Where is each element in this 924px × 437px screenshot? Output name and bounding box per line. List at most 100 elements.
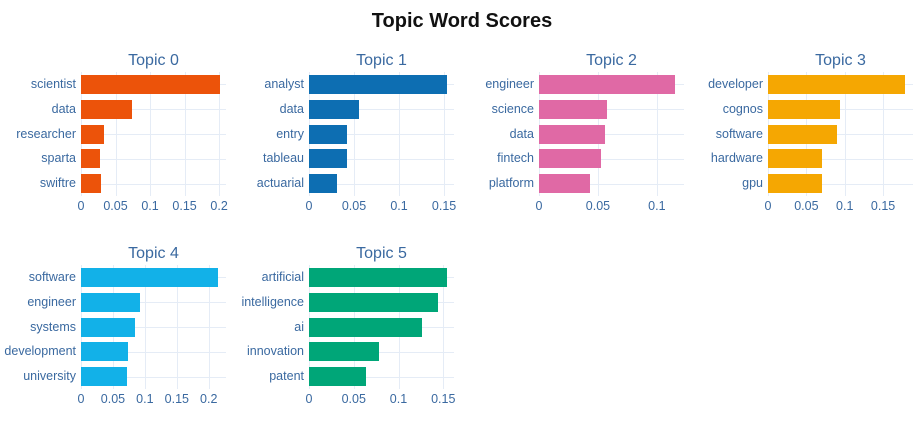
y-tick-label: university [23,369,76,384]
bar-researcher [81,124,105,144]
y-tick-label: software [715,126,763,141]
x-tick-label: 0.15 [431,199,457,213]
x-tick-label: 0.05 [100,392,126,406]
y-tick-label: data [279,101,304,116]
x-tick-label: 0 [77,199,85,213]
x-tick-label: 0.1 [648,199,666,213]
y-tick-label: data [509,126,534,141]
y-gridline [81,158,226,160]
y-tick-label: patent [269,369,304,384]
y-gridline [309,109,454,111]
y-gridline [768,134,913,135]
bar-intelligence [309,292,438,312]
y-gridline [81,183,226,185]
y-tick-label: actuarial [256,176,304,191]
x-tick-label: 0.1 [136,392,154,406]
y-tick-label: hardware [710,151,763,166]
x-tick-label: 0.05 [794,199,819,213]
bar-tableau [309,149,347,169]
bar-innovation [309,342,379,362]
subplot-topic-1: Topic 1 analyst data entry tableau actuarial 0… [231,52,466,214]
subplot-topic-3: Topic 3 developer cognos software hardware gp… [690,52,924,214]
subplot-title: Topic 0 [128,52,179,69]
x-tick-label: 0.05 [341,199,367,213]
y-tick-label: scientist [30,77,76,91]
subplot-title: Topic 5 [356,245,407,262]
bar-cognos [768,99,841,119]
bar-data [539,124,606,144]
y-gridline [309,376,454,378]
subplot-title: Topic 1 [356,52,407,69]
x-tick-label: 0.15 [870,199,896,213]
y-tick-label: analyst [264,77,304,91]
y-gridline [81,302,226,304]
y-gridline [309,351,454,353]
x-tick-label: 0.1 [390,199,408,213]
y-tick-label: innovation [247,344,304,359]
x-tick-label: 0.1 [141,199,159,213]
y-tick-label: engineer [27,294,76,309]
plot-area [81,72,226,196]
bar-software [768,124,838,144]
plot-area [81,265,226,389]
subplot-title: Topic 4 [128,245,179,262]
x-tick-label: 0.15 [164,392,189,406]
plot-area [309,72,454,196]
y-gridline [768,183,913,185]
bar-sparta [81,149,101,169]
bar-ai [309,317,422,337]
y-tick-label: engineer [485,77,534,91]
plot-area [768,72,913,196]
y-tick-label: sparta [41,151,76,166]
y-gridline [539,109,684,111]
y-gridline [81,376,226,378]
bar-fintech [539,149,602,169]
bar-patent [309,367,367,387]
bar-data [309,99,360,119]
y-tick-label: entry [276,126,304,141]
y-gridline [768,158,913,160]
x-tick-label: 0.2 [200,392,218,406]
bar-scientist [81,74,220,94]
x-tick-label: 0.15 [172,199,197,213]
y-gridline [81,109,226,111]
bar-data [81,99,133,119]
bar-gpu [768,174,822,194]
x-tick-label: 0.05 [585,199,611,213]
bar-engineer [81,292,141,312]
x-tick-label: 0.1 [389,392,408,406]
bar-science [539,99,608,119]
bar-development [81,342,128,362]
bar-swiftre [81,174,102,194]
x-tick-label: 0 [535,199,543,213]
y-tick-label: gpu [742,176,763,191]
subplot-topic-5: Topic 5 artificial intelligence ai innovatio… [231,245,466,407]
y-gridline [539,134,684,135]
bar-artificial [309,267,447,287]
bar-developer [768,74,906,94]
subplot-title: Topic 2 [586,52,637,69]
y-tick-label: researcher [16,126,76,141]
bar-entry [309,124,347,144]
y-gridline [309,183,454,185]
y-tick-label: tableau [262,151,304,166]
x-tick-label: 0.2 [210,199,228,213]
y-tick-label: software [28,270,76,284]
plot-area [539,72,684,196]
x-tick-label: 0 [305,392,313,406]
y-tick-label: science [491,101,534,116]
x-tick-label: 0.05 [103,199,128,213]
y-gridline [539,158,684,160]
y-gridline [768,109,913,111]
x-tick-label: 0.1 [836,199,854,213]
plot-area [309,265,454,389]
bar-systems [81,317,135,337]
y-gridline [309,134,454,135]
bar-analyst [309,74,447,94]
y-tick-label: platform [488,176,534,191]
y-gridline [539,183,684,185]
x-tick-label: 0 [305,199,313,213]
subplot-topic-4: Topic 4 software engineer systems developmen… [3,245,238,407]
y-tick-label: artificial [261,270,304,284]
